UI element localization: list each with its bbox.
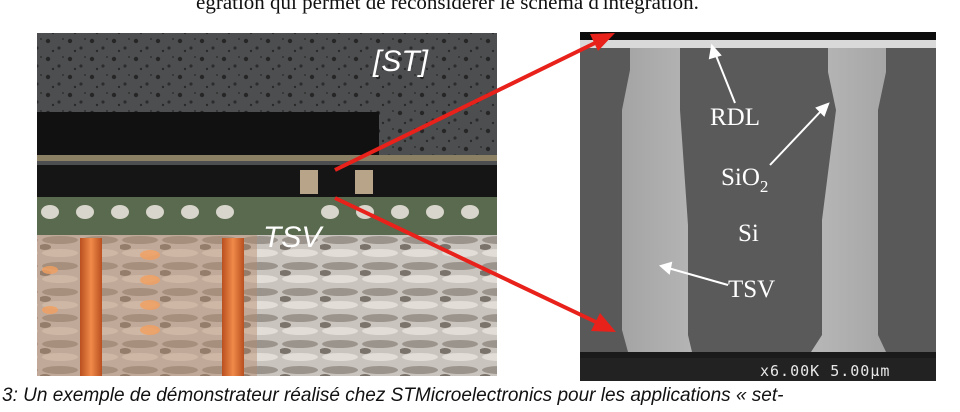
figure-caption: 3: Un exemple de démonstrateur réalisé c… bbox=[2, 385, 784, 406]
sio2-label: SiO2 bbox=[721, 164, 768, 196]
sio2-label-subscript: 2 bbox=[760, 177, 769, 196]
sem-annotation-arrows bbox=[658, 43, 830, 286]
red-arrows bbox=[334, 33, 616, 332]
left-micrograph bbox=[37, 33, 497, 376]
tsv-label-right: TSV bbox=[728, 276, 775, 303]
sem-image bbox=[580, 32, 936, 381]
red-arrow-top-head bbox=[590, 33, 615, 51]
rdl-label: RDL bbox=[710, 104, 760, 131]
red-arrow-top bbox=[334, 40, 598, 172]
sio2-label-text: SiO bbox=[721, 164, 760, 191]
red-arrow-bottom-head bbox=[591, 313, 616, 332]
source-label: [ST] bbox=[372, 45, 429, 78]
tsv-label-left: TSV bbox=[263, 221, 324, 254]
si-label: Si bbox=[738, 220, 759, 247]
scale-bar-text: x6.00K 5.00µm bbox=[760, 362, 890, 380]
red-arrow-bottom bbox=[334, 196, 599, 325]
body-text-top: égration qui permet de reconsidérer le s… bbox=[196, 0, 699, 14]
